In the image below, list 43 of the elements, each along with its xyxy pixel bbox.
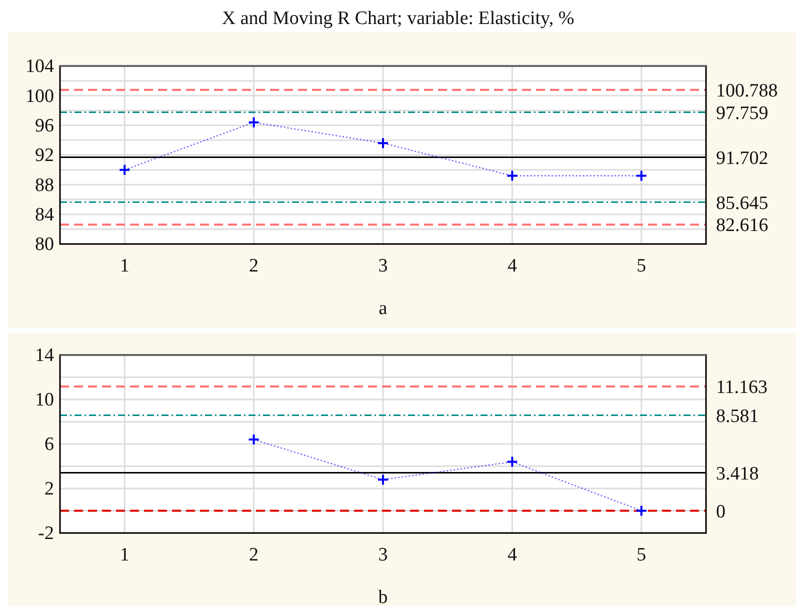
ref-line-label: 85.645 (716, 192, 768, 214)
point (506, 170, 518, 182)
chart-title: X and Moving R Chart; variable: Elasticity, % (222, 8, 574, 29)
ref-line-label: 11.163 (716, 377, 768, 398)
y-tick-label: 92 (35, 145, 54, 166)
x-axis-title: a (378, 298, 388, 319)
x-tick-label: 4 (507, 544, 518, 566)
y-tick-label: 96 (35, 115, 54, 136)
ref-line-label: 97.759 (716, 102, 768, 124)
ref-line-label: 82.616 (716, 215, 768, 236)
y-tick-label: 2 (44, 478, 54, 500)
ref-line-label: 100.788 (716, 80, 778, 102)
y-tick-label: 80 (35, 234, 54, 256)
x-tick-label: 3 (378, 544, 388, 566)
point (248, 116, 260, 128)
ref-line-label: 91.702 (716, 148, 768, 169)
point (248, 434, 260, 446)
x-tick-label: 5 (636, 255, 646, 276)
x-tick-label: 2 (249, 255, 259, 276)
point (377, 474, 389, 486)
x-axis-title: b (378, 587, 388, 606)
y-tick-label: -2 (38, 523, 54, 544)
x-tick-label: 4 (507, 255, 518, 276)
ref-line-label: 0 (716, 501, 726, 522)
point (635, 504, 648, 517)
x-tick-label: 1 (120, 544, 130, 566)
y-tick-label: 14 (35, 345, 54, 366)
point (377, 137, 389, 150)
point (635, 170, 648, 182)
ref-line-label: 8.581 (716, 406, 759, 427)
y-tick-label: 88 (35, 174, 54, 196)
x-tick-label: 3 (378, 255, 388, 276)
y-tick-label: 100 (26, 86, 54, 107)
y-tick-label: 10 (35, 390, 54, 411)
x-tick-label: 1 (120, 255, 130, 276)
x-tick-label: 2 (249, 544, 259, 566)
ref-line-label: 3.418 (716, 463, 759, 484)
y-tick-label: 84 (35, 204, 54, 226)
x-tick-label: 5 (636, 544, 646, 566)
y-tick-label: 104 (26, 56, 54, 78)
point (118, 164, 131, 176)
y-tick-label: 6 (44, 434, 54, 456)
point (506, 456, 518, 468)
